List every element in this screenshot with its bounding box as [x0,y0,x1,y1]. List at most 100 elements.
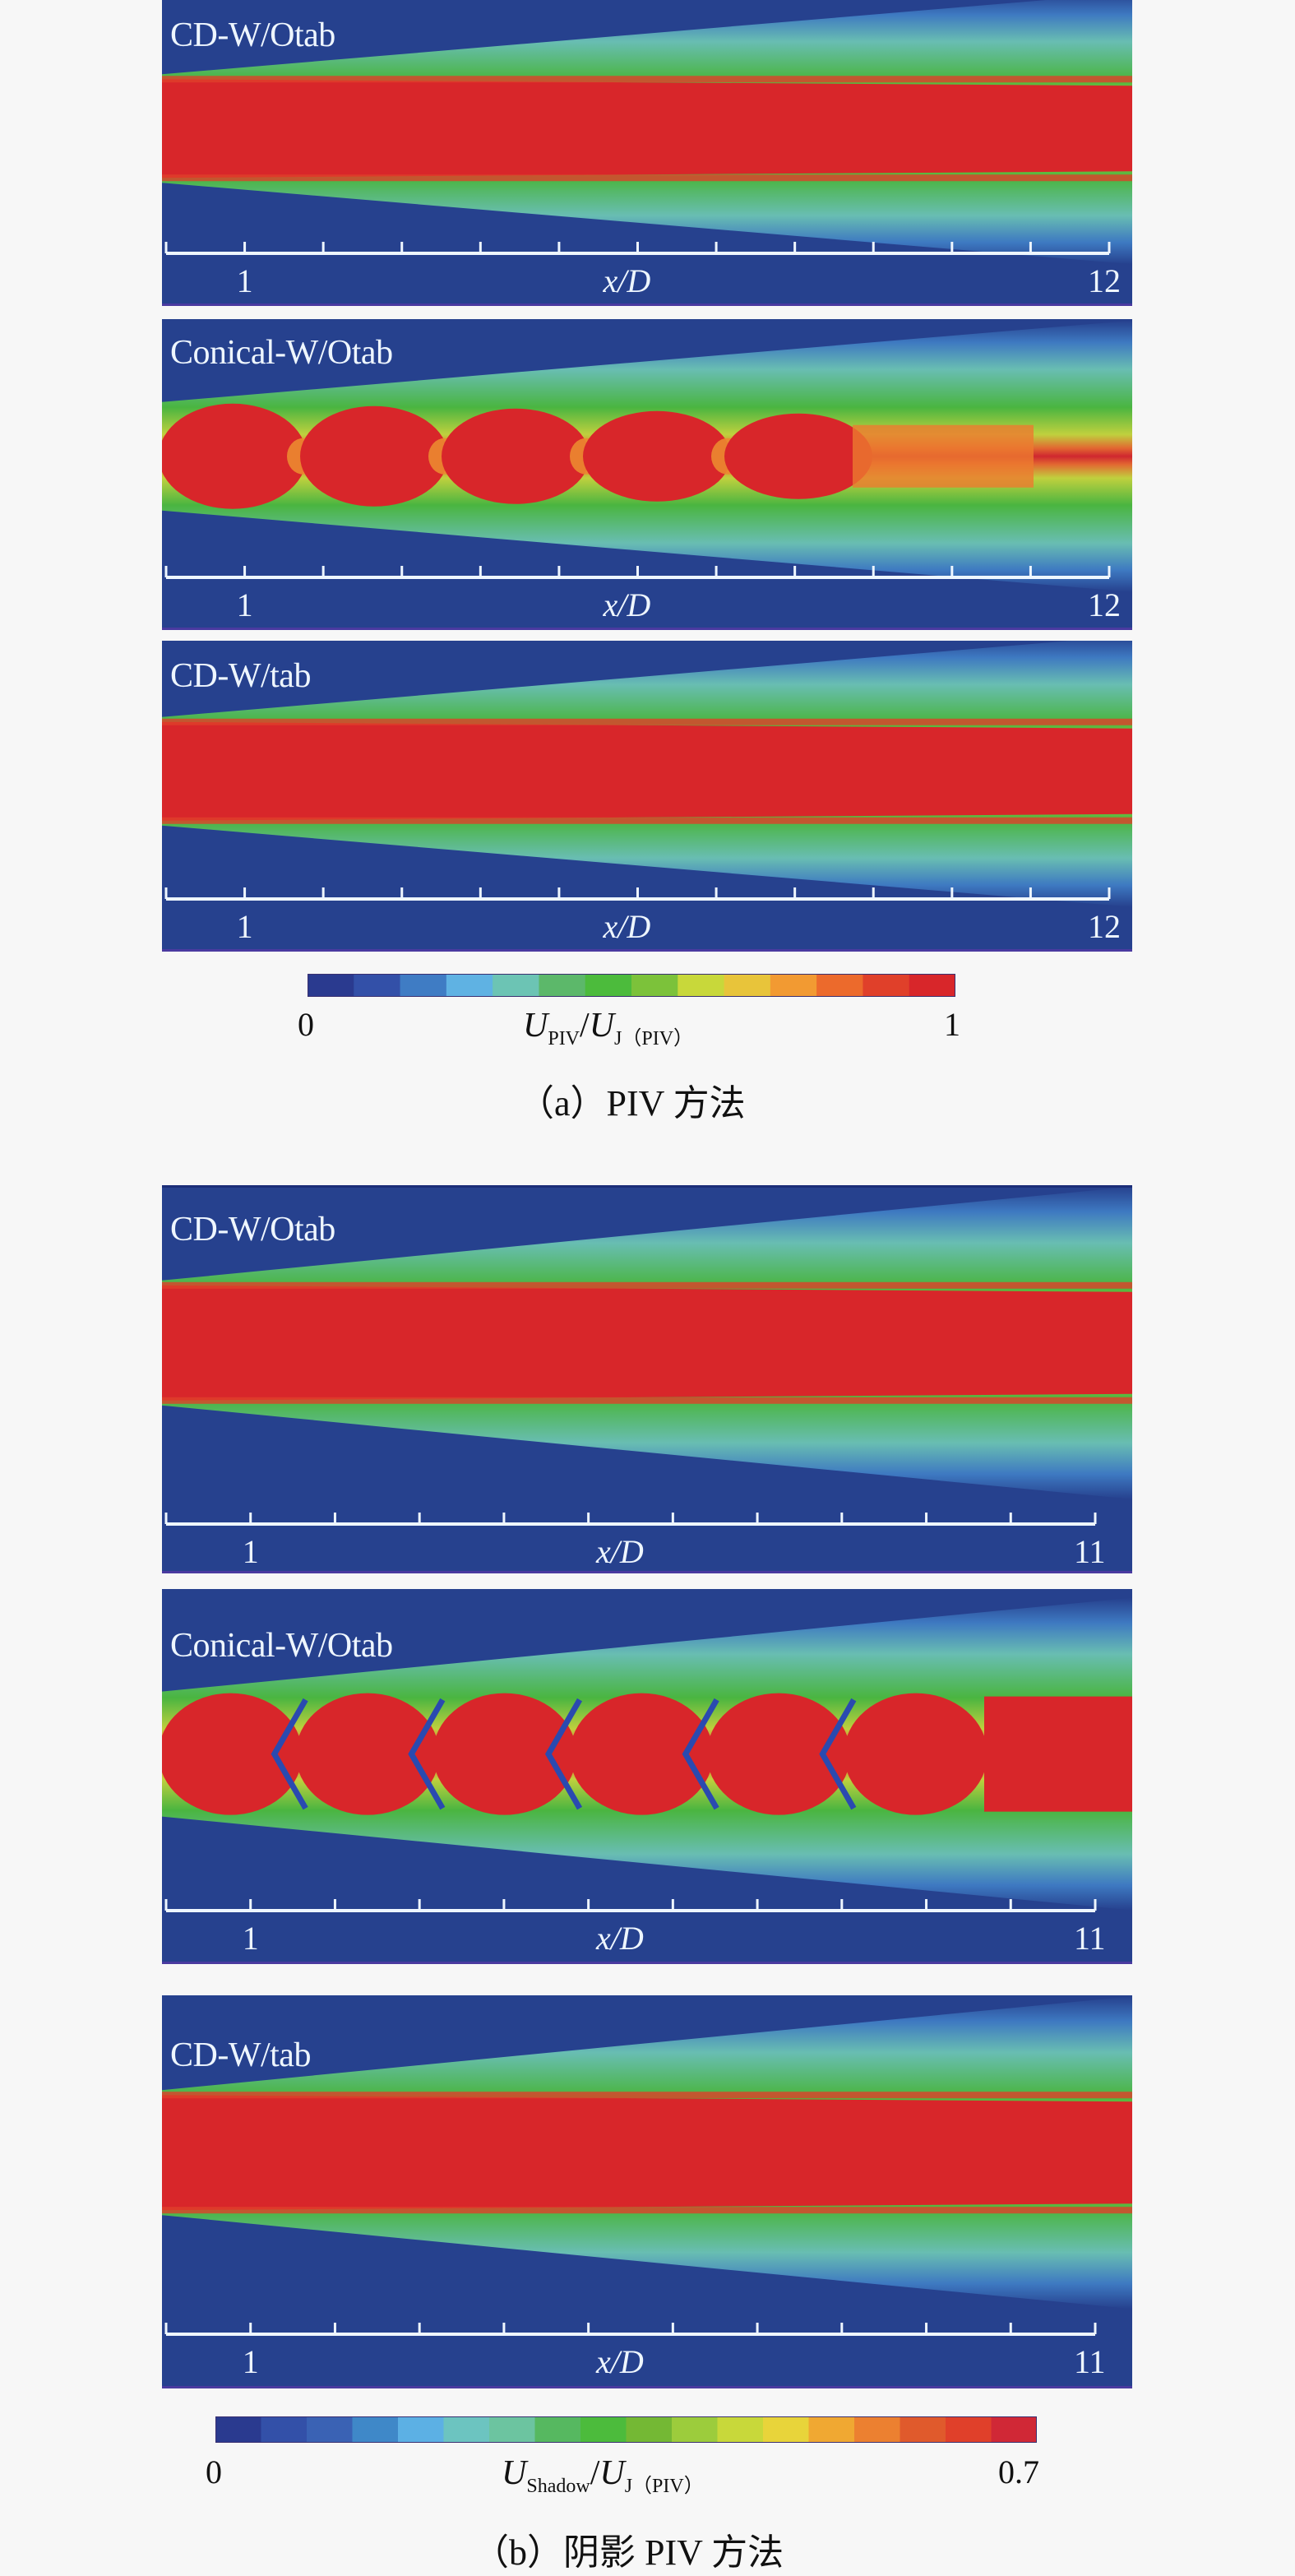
shock-cell [844,1693,987,1815]
x-axis: 1 12 x/D [162,232,1132,303]
colorbar-frame [308,974,955,997]
shock-cell [570,1693,714,1815]
shock-cell [300,405,448,507]
colorbar-segment [808,2416,855,2443]
shock-wave [271,1698,308,1810]
shock-cell [442,408,590,504]
panel-b1: CD-W/Otab 1 11 x/D [162,1185,1132,1573]
colorbar-segment [678,974,725,997]
colorbar-title: UPIV/UJ（PIV） [523,1008,693,1049]
x-axis: 1 12 x/D [162,556,1132,628]
caption-a: （a）PIV 方法 [518,1083,746,1124]
tick-label: 1 [242,2343,259,2380]
colorbar-segment [626,2416,673,2443]
colorbar-frame [215,2416,1037,2443]
tick-label: 12 [1088,908,1121,945]
colorbar-max-label: 0.7 [998,2453,1039,2490]
colorbar-title: UShadow/UJ（PIV） [502,2456,704,2496]
x-axis: 1 11 x/D [162,1503,1132,1571]
x-axis-line-group [164,2323,1097,2336]
tick-label: 11 [1074,2343,1106,2380]
jet-core [162,718,1132,824]
shock-cell [706,1693,851,1815]
core-edge [162,817,1132,824]
subscript: PIV [548,1028,580,1049]
colorbar-segment [489,2416,536,2443]
symbol-u: U [502,2454,527,2492]
tick-label: 12 [1088,586,1121,623]
panel-label: Conical-W/Otab [170,334,393,372]
tick-label: 1 [242,1920,259,1957]
x-axis-line-group [164,1513,1097,1526]
tick-label: 12 [1088,262,1121,299]
colorbar-max-label: 1 [944,1006,960,1043]
velocity-field [162,1996,1132,2310]
potential-core [162,1285,1132,1401]
tick-label: 11 [1074,1920,1106,1957]
shock-cell [162,403,307,509]
colorbar-segment [215,2416,262,2443]
x-axis-title: x/D [596,1920,644,1957]
shock-wave [408,1698,446,1810]
colorbar-segment [261,2416,308,2443]
colorbar-segment [493,974,540,997]
core-edge [162,174,1132,182]
separator: / [580,1007,590,1045]
subscript: J（PIV） [624,2476,704,2497]
colorbar-segment [580,2416,627,2443]
colorbar-segment [816,974,864,997]
caption-b: （b）阴影 PIV 方法 [473,2532,784,2573]
colorbar-segment [991,2416,1037,2443]
core-edge [162,2207,1132,2214]
colorbar-segment [443,2416,490,2443]
subscript: Shadow [526,2476,590,2497]
shock-cell [162,1693,303,1815]
core-edge [162,76,1132,83]
symbol-u: U [523,1007,548,1045]
colorbar-segment [854,2416,901,2443]
velocity-field [162,320,1132,592]
symbol-u: U [599,2454,625,2492]
velocity-field [162,0,1132,265]
tick-label: 11 [1074,1533,1106,1570]
colorbar-segment [354,974,401,997]
x-axis-line-group [164,1899,1097,1912]
colorbar-segment [307,2416,354,2443]
colorbar-segment [534,2416,581,2443]
velocity-field [162,641,1132,907]
colorbar-segment [900,2416,946,2443]
velocity-field [162,1188,1132,1499]
panel-label: CD-W/tab [170,657,311,695]
core-edge [162,1397,1132,1404]
tick-label: 1 [236,586,253,623]
colorbar-min-label: 0 [298,1006,314,1043]
jet-tail [853,424,1034,488]
potential-core [162,721,1132,821]
colorbar-segment [717,2416,764,2443]
tick-label: 1 [236,262,253,299]
potential-core [162,2095,1132,2211]
shock-wave [682,1698,719,1810]
panel-b2: Conical-W/Otab 1 11 x/D [162,1589,1132,1964]
colorbar-segment [631,974,678,997]
colorbar-segment [400,974,447,997]
shock-cell [583,410,731,502]
panel-label: CD-W/Otab [170,16,335,54]
symbol-u: U [589,1007,615,1045]
shock-cell [295,1693,440,1815]
x-axis: 1 11 x/D [162,2313,1132,2386]
jet-core [162,403,1034,509]
colorbar-segment [763,2416,810,2443]
x-axis-title: x/D [603,586,651,623]
jet-core [162,1281,1132,1404]
x-axis-title: x/D [596,2343,644,2380]
separator: / [590,2454,600,2492]
shock-wave [819,1698,857,1810]
jet-core [162,76,1132,182]
panel-label: CD-W/tab [170,2036,311,2074]
colorbar-segment [539,974,586,997]
velocity-field [162,1597,1132,1911]
shock-wave [544,1698,583,1810]
x-axis-line-group [164,242,1111,255]
panel-b3: CD-W/tab 1 11 x/D [162,1995,1132,2388]
